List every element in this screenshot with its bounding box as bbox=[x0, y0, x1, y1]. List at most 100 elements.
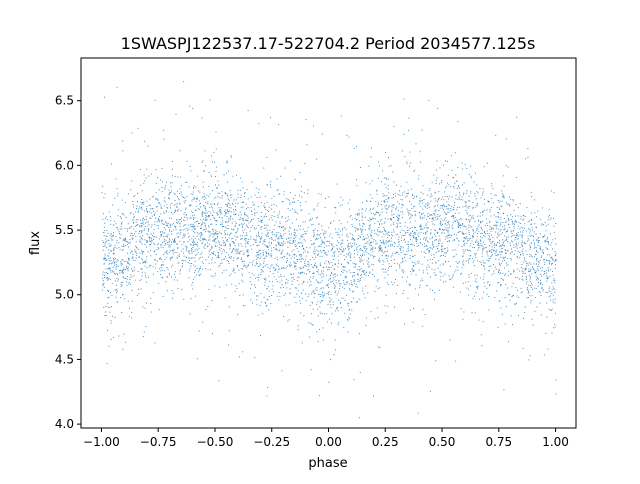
data-point bbox=[513, 227, 515, 229]
data-point bbox=[173, 248, 175, 250]
data-point bbox=[201, 213, 203, 215]
data-point bbox=[305, 259, 307, 261]
data-point bbox=[525, 158, 527, 160]
data-point bbox=[461, 246, 463, 247]
data-point bbox=[110, 320, 112, 322]
data-point bbox=[262, 243, 264, 245]
data-point bbox=[277, 243, 279, 245]
data-point bbox=[192, 282, 194, 283]
data-point bbox=[547, 223, 549, 225]
data-point bbox=[131, 251, 133, 253]
data-point bbox=[386, 208, 388, 210]
data-point bbox=[535, 270, 537, 272]
data-point bbox=[398, 236, 400, 238]
data-point bbox=[480, 236, 482, 238]
data-point bbox=[289, 243, 291, 245]
data-point bbox=[479, 277, 481, 279]
data-point bbox=[414, 169, 416, 171]
data-point bbox=[106, 240, 107, 242]
data-point bbox=[314, 253, 316, 255]
data-point bbox=[199, 232, 201, 234]
data-point bbox=[533, 268, 535, 270]
data-point bbox=[281, 252, 282, 254]
data-point bbox=[130, 212, 132, 213]
data-point bbox=[509, 299, 511, 301]
data-point bbox=[136, 205, 138, 207]
data-point bbox=[105, 259, 107, 261]
data-point bbox=[554, 255, 556, 257]
data-point bbox=[394, 253, 396, 254]
data-point bbox=[458, 219, 460, 221]
data-point bbox=[439, 228, 441, 230]
data-point bbox=[313, 264, 315, 266]
data-point bbox=[163, 200, 165, 202]
data-point bbox=[387, 250, 388, 252]
data-point bbox=[133, 266, 135, 268]
data-point bbox=[125, 266, 127, 268]
data-point bbox=[162, 254, 164, 256]
data-point bbox=[501, 190, 503, 192]
data-point bbox=[246, 220, 248, 222]
data-point bbox=[315, 288, 317, 290]
data-point bbox=[426, 245, 428, 247]
data-point bbox=[469, 200, 471, 202]
data-point bbox=[310, 322, 312, 324]
data-point bbox=[436, 160, 438, 162]
data-point bbox=[410, 188, 412, 190]
data-point bbox=[278, 268, 280, 270]
data-point bbox=[208, 215, 209, 217]
data-point bbox=[266, 184, 268, 186]
data-point bbox=[432, 290, 433, 291]
data-point bbox=[355, 301, 357, 303]
data-point bbox=[362, 228, 364, 230]
data-point bbox=[427, 248, 429, 249]
data-point bbox=[300, 272, 302, 274]
data-point bbox=[294, 209, 296, 211]
data-point bbox=[197, 233, 199, 235]
data-point bbox=[219, 197, 221, 199]
data-point bbox=[218, 243, 220, 245]
data-point bbox=[465, 201, 467, 203]
data-point bbox=[149, 241, 151, 243]
data-point bbox=[409, 285, 411, 287]
data-point bbox=[246, 208, 247, 210]
data-point bbox=[116, 242, 118, 244]
data-point bbox=[387, 184, 389, 186]
data-point bbox=[305, 293, 307, 295]
data-point bbox=[174, 279, 175, 281]
data-point bbox=[458, 231, 460, 233]
data-point bbox=[117, 260, 119, 262]
data-point bbox=[289, 265, 291, 267]
data-point bbox=[241, 181, 243, 183]
data-point bbox=[116, 259, 118, 261]
data-point bbox=[444, 238, 446, 240]
data-point bbox=[110, 250, 112, 252]
data-point bbox=[338, 251, 340, 253]
data-point bbox=[208, 236, 210, 238]
data-point bbox=[293, 249, 295, 251]
data-point bbox=[207, 230, 209, 232]
data-point bbox=[529, 248, 531, 250]
data-point bbox=[543, 258, 545, 260]
data-point bbox=[319, 255, 321, 257]
data-point bbox=[387, 188, 389, 190]
data-point bbox=[193, 214, 195, 216]
data-point bbox=[320, 237, 321, 239]
data-point bbox=[437, 198, 439, 200]
data-point bbox=[452, 177, 454, 179]
data-point bbox=[446, 201, 448, 203]
data-point bbox=[125, 245, 127, 247]
data-point bbox=[344, 259, 345, 261]
data-point bbox=[158, 283, 160, 285]
data-point bbox=[161, 264, 163, 266]
data-point bbox=[343, 288, 345, 289]
data-point bbox=[285, 217, 287, 219]
data-point bbox=[479, 212, 481, 214]
data-point bbox=[418, 294, 419, 296]
data-point bbox=[146, 281, 148, 283]
data-point bbox=[301, 268, 303, 270]
data-point bbox=[549, 254, 551, 256]
data-point bbox=[350, 253, 352, 255]
data-point bbox=[442, 205, 444, 207]
data-point bbox=[139, 184, 141, 186]
